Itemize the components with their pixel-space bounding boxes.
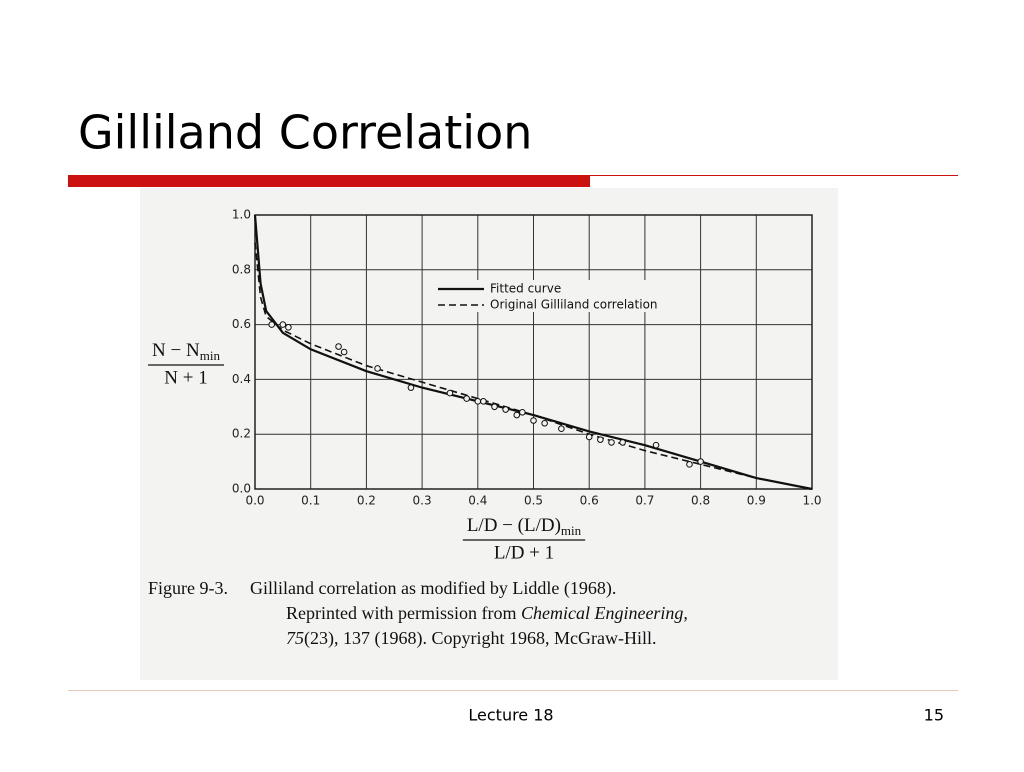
caption-part: (23), 137 (1968). Copyright 1968, McGraw… [304,628,656,649]
data-point [491,403,498,411]
data-point [502,406,509,413]
x-tick-label: 0.5 [524,494,543,508]
axis-label-part: N − N [152,340,200,361]
x-tick-label: 0.0 [245,494,264,508]
axis-label: N + 1 [164,367,207,388]
caption: Reprinted with permission from Chemical … [286,603,688,623]
x-tick-label: 0.9 [747,494,766,508]
caption: Figure 9-3. Gilliland correlation as modi… [148,578,616,599]
plot: 0.0 0.1 0.2 0.3 0.4 0.5 0.6 0.7 0.8 0.9 1.0 0.0 0.2 0… [148,208,822,650]
data-point [285,324,292,331]
data-point [279,321,287,328]
legend-label: Fitted curve [490,282,561,296]
x-tick-label: 0.2 [357,494,376,508]
caption-part: Chemical Engineering, [521,603,688,623]
x-tick-label: 0.6 [580,494,599,508]
caption-part: Gilliland correlation as modified by Lid… [250,578,616,599]
y-tick-label: 0.4 [232,372,251,386]
data-point [463,395,470,402]
data-point [340,348,348,356]
data-point [686,461,693,468]
data-point [597,436,604,443]
y-tick-label: 0.6 [232,317,251,331]
plot-frame [254,214,813,490]
data-point [335,343,342,350]
axis-label-part: L/D − (L/D) [467,515,561,536]
x-tick-label: 0.7 [635,494,654,508]
x-tick-label: 0.1 [301,494,320,508]
data-point [513,411,521,419]
data-point [541,419,548,427]
x-tick-label: 0.4 [468,494,487,508]
data-point [480,398,487,405]
legend-box [434,280,662,312]
data-point [268,321,276,328]
data-point [585,433,593,441]
data-point [374,365,381,372]
data-point [608,439,615,446]
y-tick-label: 1.0 [232,208,251,222]
x-tick-label: 0.3 [413,494,432,508]
data-point [697,458,704,465]
data-point [530,417,537,424]
x-tick-label: 0.8 [691,494,710,508]
title-bar [68,175,590,187]
slide-title: Gilliland Correlation [78,106,532,160]
axis-label: N − Nmin [152,340,220,363]
caption-part: 75 [286,628,304,648]
axis-label: L/D + 1 [494,542,554,563]
data-point [652,441,660,449]
footer-text: Lecture 18 [468,706,553,725]
data-point [619,439,626,446]
data-point [519,408,526,416]
caption-part: Figure 9-3. [148,578,228,598]
axis-label-sub: min [200,348,221,363]
y-tick-label: 0.0 [232,482,251,496]
data-point [474,398,482,405]
curve [254,242,813,490]
caption-part: Reprinted with permission from [286,603,521,623]
y-tick-label: 0.2 [232,427,251,441]
legend-label: Original Gilliland correlation [490,298,658,312]
y-tick-label: 0.8 [232,262,251,276]
page-number: 15 [924,706,944,725]
axis-label: L/D − (L/D)min [467,515,582,538]
x-tick-label: 1.0 [802,494,821,508]
data-point [407,384,415,391]
axis-label-sub: min [561,523,582,538]
caption: 75(23), 137 (1968). Copyright 1968, McGr… [286,628,656,649]
data-point [558,425,565,433]
data-point [446,389,454,397]
